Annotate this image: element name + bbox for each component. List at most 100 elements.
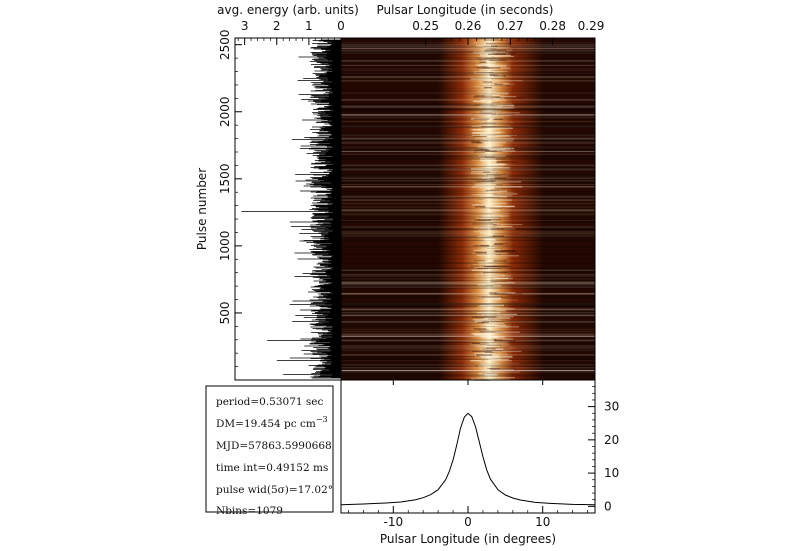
heatmap-bright-streak [491,336,505,338]
heatmap-bright-streak [478,373,495,375]
heatmap-streak [341,178,595,180]
heatmap-bright-streak [487,344,502,346]
heatmap-bright-streak [478,51,506,53]
heatmap-streak [341,308,595,310]
heatmap-bright-streak [484,86,492,89]
heatmap-streaks [341,38,595,381]
heatmap-streak [341,230,595,233]
heatmap-streak [341,150,595,153]
heatmap-bright-streak [483,315,504,316]
heatmap-bright-streak [471,186,495,188]
heatmap-streak [341,139,595,142]
heatmap-streak [341,176,595,178]
heatmap-bright-streak [479,331,504,333]
pulse-number-tick-label: 1000 [218,231,232,262]
heatmap-bright-streak [486,248,503,249]
heatmap-bright-streak [480,217,499,219]
heatmap-bright-streak [496,177,519,179]
heatmap-bright-streak [485,350,503,352]
heatmap-bright-streak [472,264,488,266]
heatmap-bright-streak [496,184,503,186]
heatmap-bright-streak [474,334,491,336]
heatmap-bright-streak [488,175,498,177]
heatmap-streak [341,45,595,48]
heatmap-bright-streak [477,229,494,231]
heatmap-bright-streak [480,99,487,101]
heatmap-bright-streak [472,222,494,224]
heatmap-streak [341,72,595,74]
heatmap-bright-streak [490,280,507,283]
heatmap-bright-streak [493,249,501,251]
heatmap-bright-streak [484,82,498,84]
heatmap-bright-streak [496,292,516,294]
profile-x-tick-label: -10 [383,515,403,529]
heatmap-bright-streak [485,105,503,107]
heatmap-bright-streak [485,150,503,152]
heatmap-streak [341,207,595,210]
heatmap-bright-streak [475,193,493,195]
heatmap-bright-streak [496,99,507,101]
heatmap-streak [341,199,595,201]
heatmap-bright-streak [481,123,496,125]
heatmap-streak [341,284,595,287]
heatmap-bright-streak [493,243,504,245]
heatmap-streak [341,54,595,56]
heatmap-bright-streak [477,321,485,324]
pulse-number-ticks: 500 1000 1500 2000 2500 [218,29,242,367]
profile-y-tick-label: 10 [604,466,619,480]
heatmap-bright-streak [474,355,492,357]
heatmap-bright-streak [477,329,490,331]
heatmap-streak [341,281,595,283]
heatmap-bright-streak [474,137,486,139]
heatmap-streak [341,185,595,188]
heatmap-streak [341,177,595,179]
heatmap-bright-streak [475,274,484,276]
heatmap-bright-streak [494,97,505,99]
heatmap-bright-streak [473,249,501,251]
heatmap-bright-streak [488,190,508,192]
heatmap-streak [341,221,595,224]
heatmap-bright-streak [494,83,503,85]
heatmap-bright-streak [488,292,507,294]
heatmap-bright-streak [492,138,515,140]
heatmap-bright-streak [487,372,514,375]
energy-x-tick-label: 3 [241,19,249,33]
heatmap-streak [341,126,595,128]
heatmap-streak [341,296,595,298]
heatmap-bright-streak [496,83,515,86]
heatmap-bright-streak [476,142,484,144]
heatmap-bright-streak [473,227,483,229]
heatmap-bright-streak [473,328,487,330]
heatmap-bright-streak [493,67,511,69]
heatmap-streak [341,164,595,167]
heatmap-bright-streak [475,345,500,348]
heatmap-bright-streak [471,378,481,380]
heatmap-bright-streak [486,166,503,168]
heatmap-streak [341,282,595,284]
heatmap-streak [341,262,595,264]
heatmap-bright-streak [475,276,489,279]
heatmap-bright-streak [483,171,490,173]
heatmap-streak [341,59,595,62]
info-period: period=0.53071 sec [216,396,324,408]
heatmap-bright-streak [476,333,488,336]
heatmap-bright-streak [490,279,516,281]
heatmap-bright-streak [481,265,506,267]
heatmap-bright-streak [487,221,498,223]
heatmap-streak [341,316,595,318]
heatmap-streak [341,339,595,342]
heatmap-bright-streak [482,94,493,96]
heatmap-bright-streak [480,326,509,329]
heatmap-bright-streak [479,149,488,150]
heatmap-bright-streak [489,74,499,76]
heatmap-bright-streak [476,45,496,47]
heatmap-bright-streak [474,267,497,269]
heatmap-bright-streak [477,268,502,270]
heatmap-bright-streak [491,245,516,247]
heatmap-streak [341,313,595,316]
heatmap-bright-streak [491,107,511,109]
heatmap-bright-streak [494,250,517,252]
heatmap-streak [341,195,595,198]
heatmap-streak [341,218,595,220]
profile-y-tick-label: 20 [604,433,619,447]
